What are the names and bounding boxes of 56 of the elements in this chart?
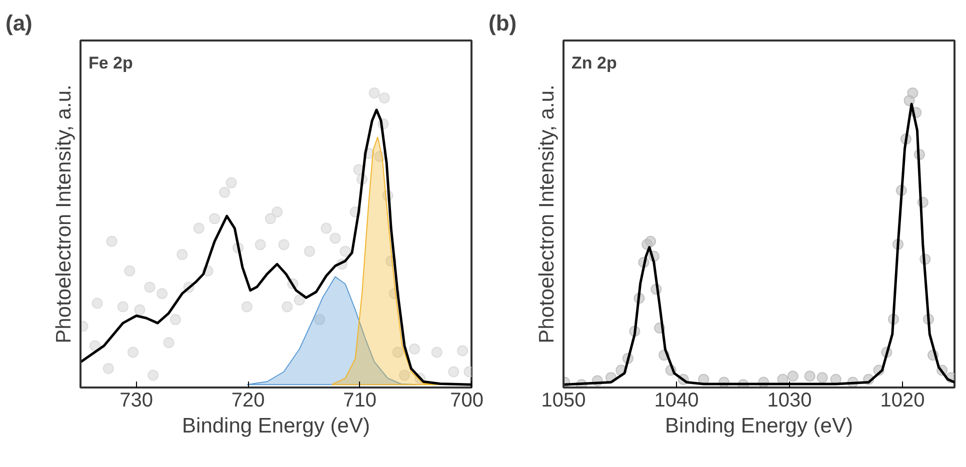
- point: [241, 301, 252, 312]
- x-tick-label: 1030: [767, 390, 812, 412]
- x-tick-label: 720: [231, 390, 265, 412]
- point: [102, 363, 114, 374]
- point: [209, 213, 220, 224]
- point: [340, 246, 351, 257]
- chart-title: (b): [488, 10, 517, 36]
- point: [816, 372, 828, 384]
- point: [378, 92, 390, 104]
- point: [170, 314, 181, 326]
- x-tick-label: 1020: [880, 390, 925, 412]
- x-tick-label: 700: [450, 390, 484, 412]
- point: [176, 249, 188, 260]
- y-axis-title: Photoelectron Intensity, a.u.: [536, 84, 558, 344]
- point: [645, 236, 656, 247]
- point: [294, 294, 305, 306]
- point: [226, 177, 237, 188]
- point: [193, 222, 204, 234]
- point: [92, 298, 103, 309]
- point: [320, 222, 332, 234]
- point: [156, 288, 168, 300]
- x-tick-label: 730: [120, 390, 154, 412]
- x-axis-title: Binding Energy (eV): [665, 414, 853, 438]
- point: [409, 344, 420, 354]
- point: [907, 87, 918, 98]
- x-tick-label: 1050: [541, 390, 586, 412]
- point: [134, 304, 146, 316]
- x-axis-title: Binding Energy (eV): [182, 414, 370, 438]
- point: [330, 232, 341, 244]
- point: [128, 346, 139, 358]
- point: [304, 246, 316, 257]
- point: [219, 186, 230, 198]
- point: [124, 265, 136, 276]
- chart-title: (a): [6, 10, 32, 36]
- x-tick-label: 710: [343, 390, 376, 412]
- y-axis-title: Photoelectron Intensity, a.u.: [52, 84, 76, 344]
- point: [457, 345, 468, 356]
- text: Zn 2p: [572, 54, 617, 72]
- point: [163, 337, 174, 348]
- point: [148, 370, 159, 381]
- point: [368, 87, 380, 98]
- point: [282, 301, 293, 312]
- point: [254, 239, 266, 250]
- point: [264, 213, 276, 224]
- point: [144, 282, 156, 293]
- point: [431, 346, 442, 358]
- point: [117, 301, 128, 312]
- point: [278, 239, 290, 250]
- point: [272, 206, 283, 218]
- point: [448, 366, 460, 378]
- text: Fe 2p: [88, 54, 133, 72]
- point: [106, 236, 118, 247]
- point: [804, 370, 816, 382]
- x-tick-label: 1040: [654, 390, 699, 412]
- point: [787, 370, 798, 382]
- point: [90, 340, 101, 352]
